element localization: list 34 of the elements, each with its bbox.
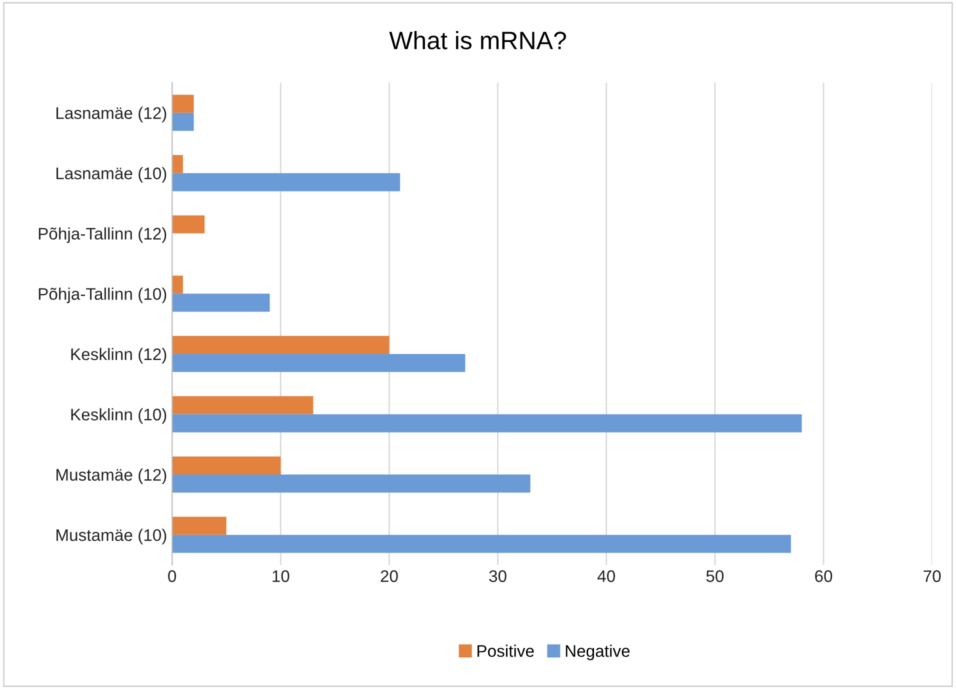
y-tick-label: Kesklinn (12): [71, 348, 166, 364]
bar: [172, 336, 390, 354]
bar: [172, 276, 183, 294]
chart-title: What is mRNA?: [389, 31, 566, 50]
x-tick-label: 40: [597, 570, 615, 582]
x-tick-label: 20: [380, 570, 398, 582]
bar: [172, 516, 226, 535]
x-tick-label: 60: [815, 570, 832, 582]
bar: [172, 215, 205, 234]
y-tick-label: Mustamäe (10): [56, 528, 166, 544]
bar: [172, 456, 281, 475]
x-tick-label: 30: [489, 570, 506, 582]
y-tick-label: Mustamäe (12): [56, 468, 166, 484]
y-tick-label: Lasnamäe (12): [56, 106, 166, 122]
bar: [172, 354, 466, 372]
bar: [172, 155, 183, 174]
x-tick-label: 70: [924, 570, 941, 582]
legend-label: Negative: [566, 644, 630, 660]
x-tick-label: 0: [168, 570, 176, 582]
legend-label: Positive: [478, 644, 534, 657]
bar: [172, 474, 530, 493]
bar: [172, 294, 270, 312]
y-tick-label: Lasnamäe (10): [56, 167, 166, 183]
y-tick-label: Põhja-Tallinn (12): [38, 227, 166, 243]
bar: [172, 414, 802, 432]
x-tick-label: 10: [272, 570, 290, 582]
y-tick-label: Kesklinn (10): [71, 408, 166, 424]
bar: [172, 112, 194, 131]
bar: [172, 396, 314, 414]
bar: [172, 94, 194, 113]
bar: [172, 173, 400, 192]
x-tick-label: 50: [706, 570, 724, 582]
bar: [172, 534, 791, 553]
y-tick-label: Põhja-Tallinn (10): [38, 288, 166, 304]
